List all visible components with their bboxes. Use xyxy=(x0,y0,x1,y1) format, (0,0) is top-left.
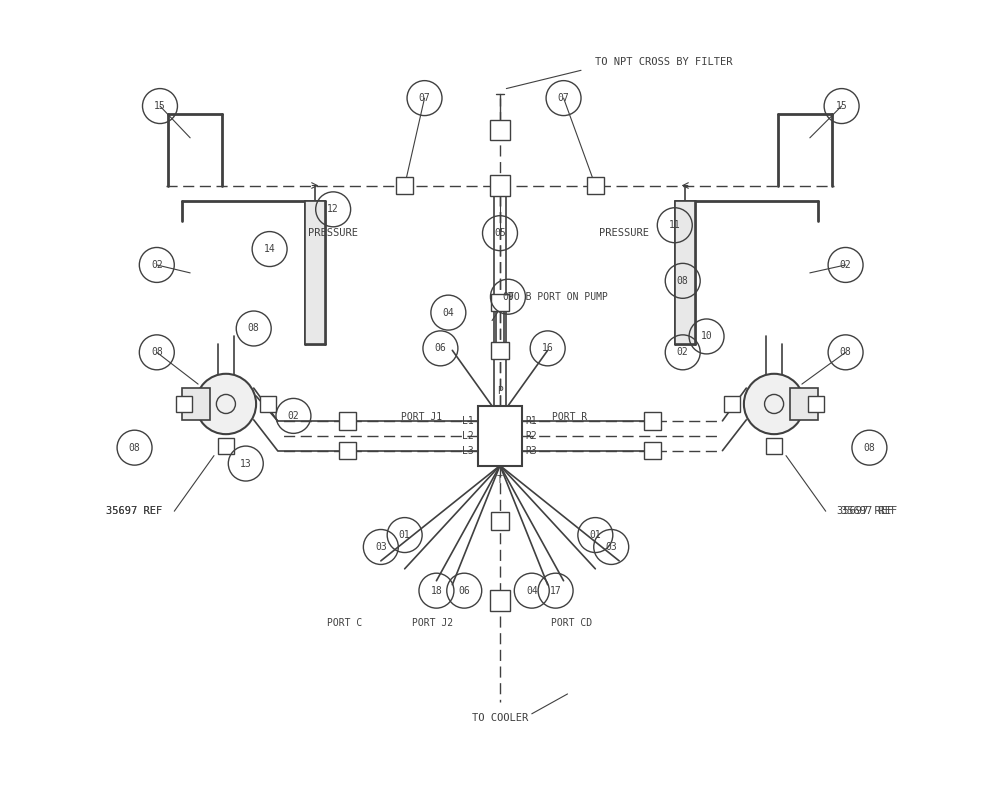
Text: PORT R: PORT R xyxy=(552,413,587,422)
Text: 03: 03 xyxy=(375,542,387,552)
Circle shape xyxy=(196,374,256,434)
Text: 07: 07 xyxy=(419,93,430,103)
Bar xyxy=(182,388,210,420)
Text: 15: 15 xyxy=(154,101,166,111)
Text: 08: 08 xyxy=(840,347,851,358)
Text: 14: 14 xyxy=(264,244,275,254)
Text: 03: 03 xyxy=(605,542,617,552)
Bar xyxy=(491,342,509,359)
Text: 08: 08 xyxy=(864,442,875,453)
Text: 08: 08 xyxy=(248,323,260,334)
Text: R1: R1 xyxy=(526,416,538,426)
Text: L2: L2 xyxy=(462,430,474,441)
Text: 02: 02 xyxy=(677,347,689,358)
Bar xyxy=(218,438,234,454)
Bar xyxy=(766,438,782,454)
Text: 18: 18 xyxy=(431,586,442,596)
Bar xyxy=(339,412,356,430)
Text: PORT J1: PORT J1 xyxy=(401,413,442,422)
Text: R3: R3 xyxy=(526,446,538,456)
Text: 04: 04 xyxy=(442,308,454,318)
Bar xyxy=(490,119,510,140)
Text: L1: L1 xyxy=(462,416,474,426)
Text: 35697 REF: 35697 REF xyxy=(837,506,894,516)
Bar xyxy=(176,396,192,412)
Text: P: P xyxy=(497,386,503,397)
Text: 01: 01 xyxy=(399,530,411,540)
Text: TO NPT CROSS BY FILTER: TO NPT CROSS BY FILTER xyxy=(595,58,733,67)
Text: PRESSURE: PRESSURE xyxy=(599,228,649,238)
Text: 02: 02 xyxy=(151,260,163,270)
Text: R2: R2 xyxy=(526,430,538,441)
Bar xyxy=(808,396,824,412)
Text: 10: 10 xyxy=(701,331,712,342)
Bar xyxy=(644,412,661,430)
Text: 35697 REF: 35697 REF xyxy=(106,506,163,516)
Bar xyxy=(339,442,356,459)
Bar xyxy=(491,513,509,530)
Text: 05: 05 xyxy=(494,228,506,238)
Text: 02: 02 xyxy=(840,260,851,270)
Text: 12: 12 xyxy=(327,204,339,214)
Bar xyxy=(790,388,818,420)
Text: 08: 08 xyxy=(677,276,689,286)
Text: 02: 02 xyxy=(288,411,299,421)
Bar xyxy=(478,406,522,466)
Text: PORT CD: PORT CD xyxy=(551,618,592,629)
Text: 13: 13 xyxy=(240,458,252,469)
Text: TO B PORT ON PUMP: TO B PORT ON PUMP xyxy=(508,292,608,302)
Text: 06: 06 xyxy=(458,586,470,596)
Text: 15: 15 xyxy=(836,101,847,111)
Text: 35697 REF: 35697 REF xyxy=(106,506,163,516)
Text: 04: 04 xyxy=(526,586,538,596)
Text: 11: 11 xyxy=(669,220,681,230)
Bar xyxy=(587,177,604,194)
Bar xyxy=(490,590,510,611)
Text: PORT J2: PORT J2 xyxy=(412,618,453,629)
Text: TO COOLER: TO COOLER xyxy=(472,713,528,722)
Bar xyxy=(724,396,740,412)
Text: 07: 07 xyxy=(558,93,569,103)
Text: L3: L3 xyxy=(462,446,474,456)
Text: 08: 08 xyxy=(129,442,140,453)
Text: PORT C: PORT C xyxy=(327,618,363,629)
Text: PRESSURE: PRESSURE xyxy=(308,228,358,238)
Bar xyxy=(305,202,325,344)
Text: 08: 08 xyxy=(151,347,163,358)
Text: T: T xyxy=(497,475,503,485)
Bar xyxy=(396,177,413,194)
Bar xyxy=(644,442,661,459)
Bar xyxy=(491,294,509,311)
Bar xyxy=(260,396,276,412)
Bar xyxy=(490,175,510,196)
Text: 35697 REF: 35697 REF xyxy=(841,506,898,516)
Bar xyxy=(675,202,695,344)
Text: 16: 16 xyxy=(542,343,554,354)
Text: 17: 17 xyxy=(550,586,561,596)
Circle shape xyxy=(744,374,804,434)
Text: 01: 01 xyxy=(589,530,601,540)
Text: 06: 06 xyxy=(435,343,446,354)
Text: 09: 09 xyxy=(502,292,514,302)
